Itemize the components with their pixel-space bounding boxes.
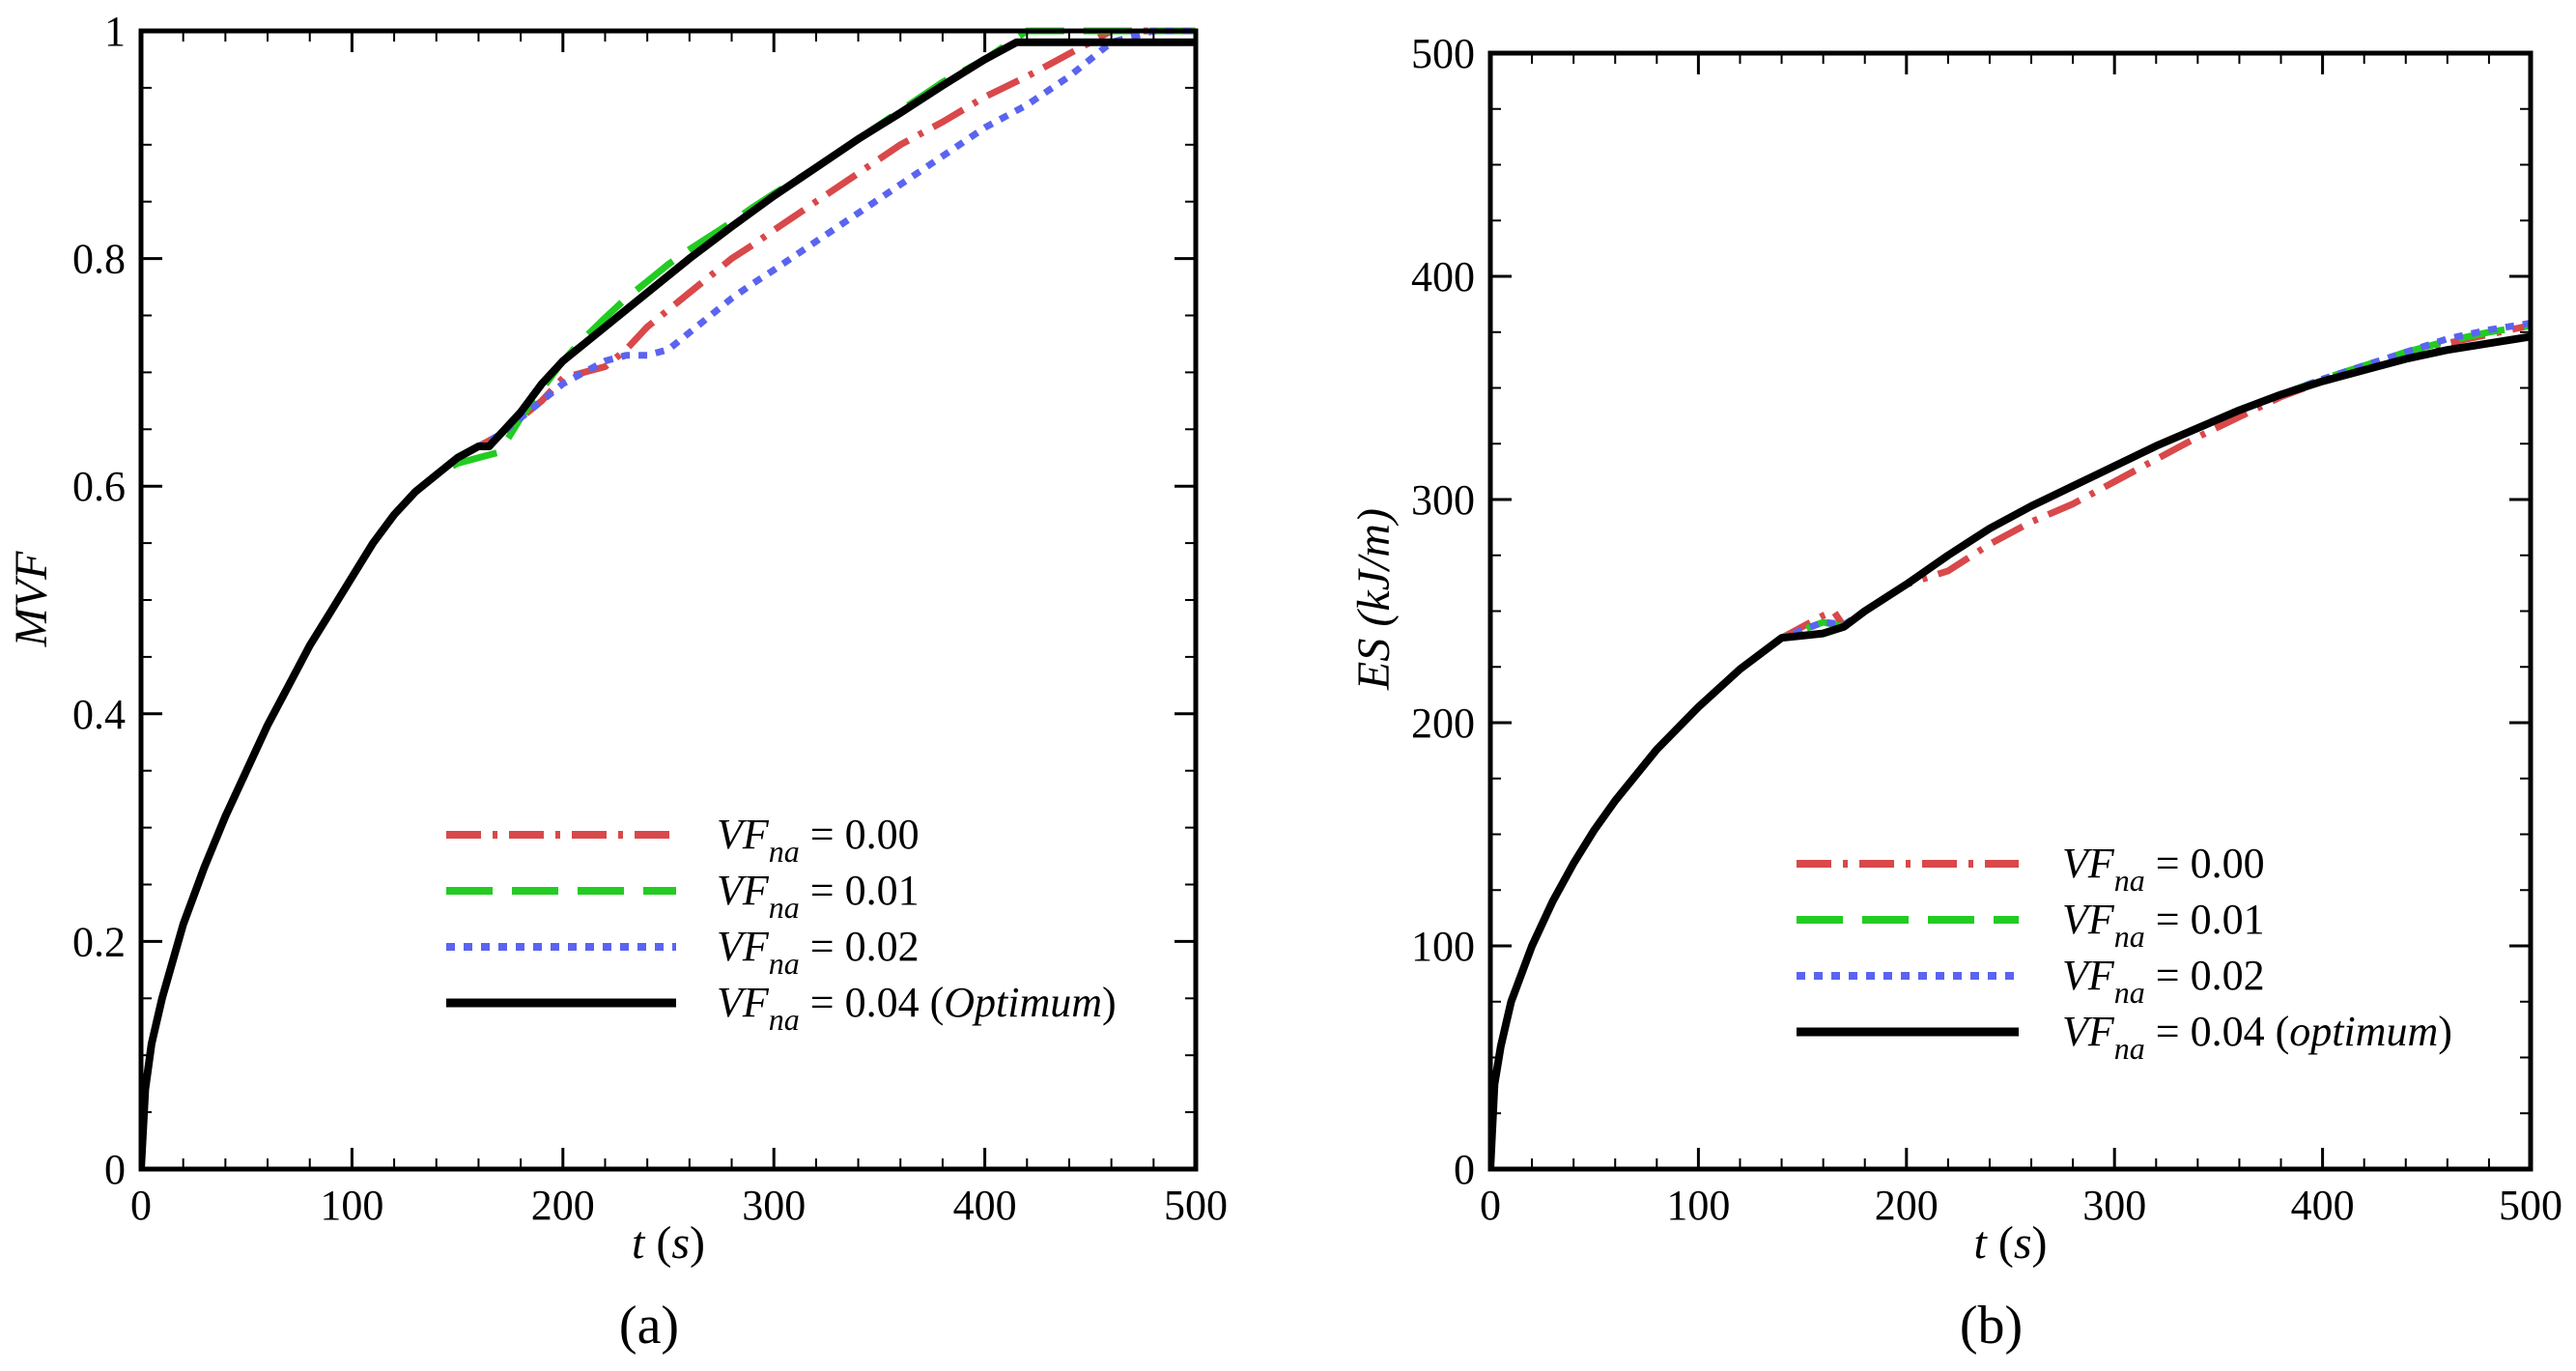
legend-label-0: VFna = 0.00 xyxy=(717,811,920,869)
x-tick-label: 200 xyxy=(1875,1182,1939,1229)
y-tick-label: 0.6 xyxy=(72,463,126,510)
x-axis-title: t (s) xyxy=(1974,1217,2048,1269)
y-tick-label: 0 xyxy=(1454,1146,1475,1193)
panel-b: 0 100 200 300 400 500 0 100 200 300 400 500 t (s) ES … xyxy=(1348,30,2562,1356)
x-tick-label: 500 xyxy=(2499,1182,2562,1229)
legend-label-1: VFna = 0.01 xyxy=(2062,896,2265,954)
y-axis-title: MVF xyxy=(6,551,57,647)
x-tick-label: 100 xyxy=(320,1182,383,1229)
y-tick-label: 100 xyxy=(1411,923,1475,970)
series-line-3 xyxy=(141,38,1196,1169)
x-tick-label: 100 xyxy=(1666,1182,1730,1229)
x-tick-label: 300 xyxy=(2082,1182,2146,1229)
x-tick-label: 400 xyxy=(2291,1182,2355,1229)
legend-label-1: VFna = 0.01 xyxy=(717,867,920,925)
panel-caption: (a) xyxy=(619,1296,679,1356)
y-axis-title: ES (kJ/m) xyxy=(1348,508,1400,691)
plot-frame xyxy=(1487,50,2534,1172)
panel-a: 0 100 200 300 400 500 0 0.2 0.4 0.6 0.8 1 t (s) MVF (a… xyxy=(6,8,1228,1356)
series-line-3 xyxy=(1490,332,2531,1169)
legend-label-0: VFna = 0.00 xyxy=(2062,840,2265,898)
y-tick-label: 300 xyxy=(1411,476,1475,524)
y-tick-label: 0.4 xyxy=(72,691,126,738)
y-tick-label: 500 xyxy=(1411,30,1475,77)
y-tick-label: 0.8 xyxy=(72,236,126,283)
y-tick-label: 400 xyxy=(1411,253,1475,300)
y-tick-label: 0.2 xyxy=(72,918,126,965)
x-tick-label: 0 xyxy=(130,1182,152,1229)
x-tick-label: 500 xyxy=(1164,1182,1228,1229)
y-tick-label: 0 xyxy=(104,1146,126,1193)
series-group xyxy=(141,27,1196,1169)
series-line-2 xyxy=(141,27,1196,1169)
x-tick-label: 400 xyxy=(953,1182,1017,1229)
legend-label-2: VFna = 0.02 xyxy=(717,923,920,981)
y-tick-label: 1 xyxy=(104,8,126,55)
x-tick-label: 0 xyxy=(1480,1182,1501,1229)
legend-label-2: VFna = 0.02 xyxy=(2062,952,2265,1010)
series-group xyxy=(1490,320,2531,1169)
legend-label-3: VFna = 0.04 (optimum) xyxy=(2062,1008,2452,1066)
panel-caption: (b) xyxy=(1960,1296,2023,1356)
legend-label-3: VFna = 0.04 (Optimum) xyxy=(717,979,1117,1037)
x-axis-title: t (s) xyxy=(632,1217,705,1269)
x-tick-label: 200 xyxy=(531,1182,595,1229)
x-tick-label: 300 xyxy=(742,1182,806,1229)
y-tick-label: 200 xyxy=(1411,700,1475,747)
